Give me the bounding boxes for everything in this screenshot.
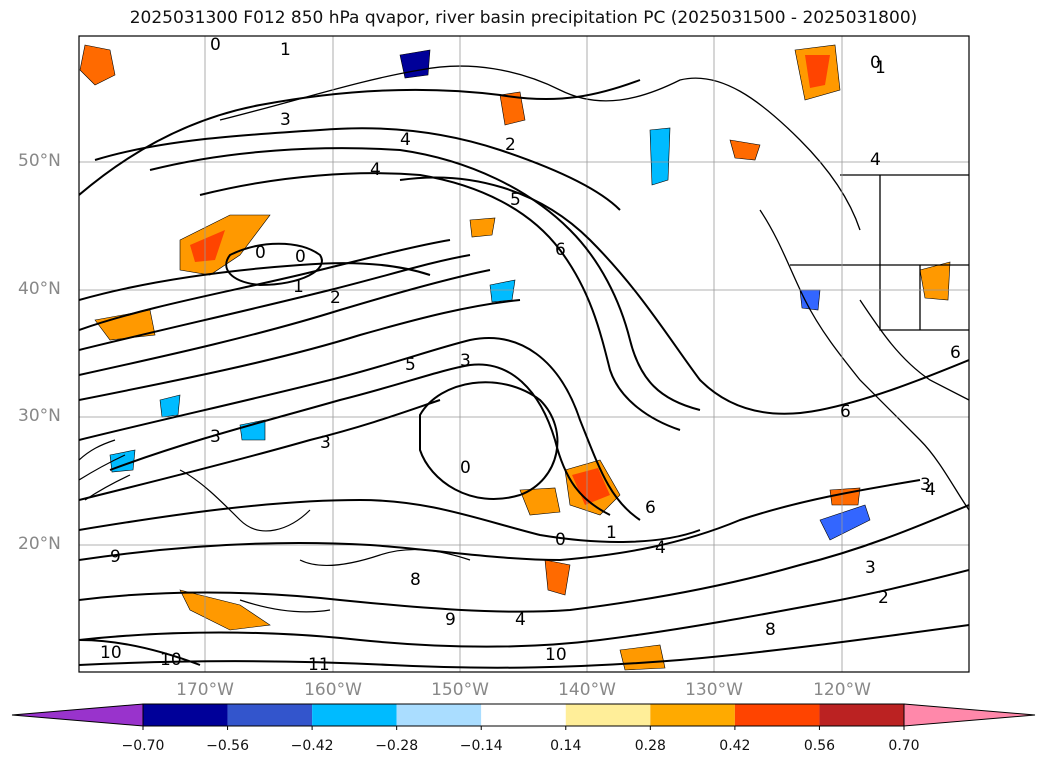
precip-fills [79,44,951,671]
colorbar-tick-label: 0.28 [634,738,666,754]
lat-label-40n: 40°N [18,279,61,299]
contour-label: 9 [445,610,456,630]
lon-label-170w: 170°W [176,680,234,700]
contour-label: 3 [280,110,291,130]
lon-label-130w: 130°W [685,680,743,700]
contour-label: 1 [293,277,304,297]
contour-value-labels: 0 1 3 4 4 5 6 2 0 0 1 2 5 3 3 3 0 0 1 6 … [100,35,961,675]
contour-label: 3 [320,433,331,453]
graticule [79,36,969,672]
map-frame [78,35,970,673]
colorbar-tick-label: 0.70 [888,738,920,754]
contour-label: 1 [280,40,291,60]
contour-label: 10 [545,645,567,665]
contour-label: 5 [510,190,521,210]
colorbar-tick-label: −0.14 [459,738,503,754]
contour-label: 4 [925,480,936,500]
contour-label: 0 [870,53,881,73]
contour-label: 0 [555,530,566,550]
map-title: 2025031300 F012 850 hPa qvapor, river ba… [129,8,918,28]
contour-label: 10 [100,643,122,663]
lat-label-20n: 20°N [18,534,61,554]
lat-label-30n: 30°N [18,406,61,426]
colorbar-tick-label: 0.56 [803,738,836,754]
contour-label: 0 [255,243,266,263]
qvapor-contours-thin [79,439,471,613]
contour-label: 3 [210,427,221,447]
colorbar-tick-label: −0.56 [206,738,249,754]
contour-label: 0 [295,247,306,267]
lon-label-120w: 120°W [813,680,871,700]
contour-label: 0 [210,35,221,55]
colorbar-tick-label: −0.70 [121,738,165,754]
contour-label: 4 [655,538,666,558]
lon-label-140w: 140°W [558,680,616,700]
contour-label: 1 [875,58,886,78]
contour-label: 2 [330,288,341,308]
contour-label: 2 [505,135,516,155]
lon-label-150w: 150°W [431,680,489,700]
contour-label: 11 [308,655,330,675]
contour-label: 1 [606,523,617,543]
colorbar-tick-label: −0.28 [375,738,419,754]
contour-label: 5 [405,355,416,375]
contour-label: 10 [160,650,182,670]
colorbar-tick-label: 0.42 [719,738,751,754]
contour-label: 6 [950,343,961,363]
lat-label-50n: 50°N [18,151,61,171]
contour-label: 6 [840,402,851,422]
contour-label: 3 [460,351,471,371]
contour-label: 4 [370,160,381,180]
qvapor-contours [79,79,969,669]
contour-label: 8 [410,570,421,590]
contour-label: 2 [878,588,889,608]
contour-label: 6 [645,498,656,518]
contour-label: 8 [765,620,776,640]
colorbar-tick-label: −0.42 [290,738,334,754]
contour-label: 4 [515,610,526,630]
contour-label: 4 [400,130,411,150]
coastline [219,65,969,511]
contour-label: 0 [460,458,471,478]
contour-label: 3 [865,558,876,578]
colorbar-tick-label: 0.14 [550,738,582,754]
contour-label: 4 [870,150,881,170]
contour-label: 3 [920,475,931,495]
lon-label-160w: 160°W [304,680,362,700]
contour-label: 9 [110,547,121,567]
contour-label: 6 [555,240,566,260]
